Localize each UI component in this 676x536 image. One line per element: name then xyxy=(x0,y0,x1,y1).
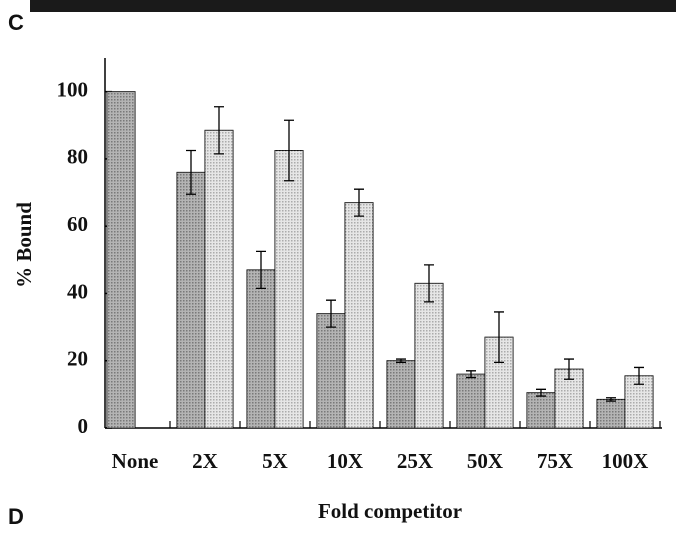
x-tick-label: 25X xyxy=(397,449,433,473)
bar-texture xyxy=(415,283,443,428)
bar-texture xyxy=(345,203,373,428)
bar-texture xyxy=(177,172,205,428)
bar-texture xyxy=(247,270,275,428)
x-tick-label: 75X xyxy=(537,449,573,473)
x-tick-label: 50X xyxy=(467,449,503,473)
x-tick-label: 10X xyxy=(327,449,363,473)
panel-label: C xyxy=(8,10,24,35)
bar-texture xyxy=(457,374,485,428)
x-tick-label: 2X xyxy=(192,449,218,473)
bar-texture xyxy=(317,314,345,428)
bar-texture xyxy=(275,151,303,429)
bar-texture xyxy=(527,393,555,428)
y-tick-label: 40 xyxy=(67,279,88,303)
x-tick-label: None xyxy=(112,449,159,473)
panel-label: D xyxy=(8,504,24,529)
y-tick-label: 80 xyxy=(67,145,88,169)
chart: C D % Bound Fold competitor 0 20 40 60 80 100… xyxy=(0,0,676,536)
y-axis-label: % Bound xyxy=(12,202,36,288)
bar-texture xyxy=(597,399,625,428)
bar-texture xyxy=(387,361,415,428)
y-tick-label: 100 xyxy=(57,77,89,101)
x-tick-label: 100X xyxy=(602,449,649,473)
gel-strip xyxy=(30,0,676,12)
x-tick-label: 5X xyxy=(262,449,288,473)
bar-texture xyxy=(205,130,233,428)
bar-texture xyxy=(107,92,135,428)
y-tick-label: 0 xyxy=(78,414,89,438)
y-tick-label: 20 xyxy=(67,347,88,371)
x-axis-label: Fold competitor xyxy=(318,499,462,523)
y-tick-label: 60 xyxy=(67,212,88,236)
